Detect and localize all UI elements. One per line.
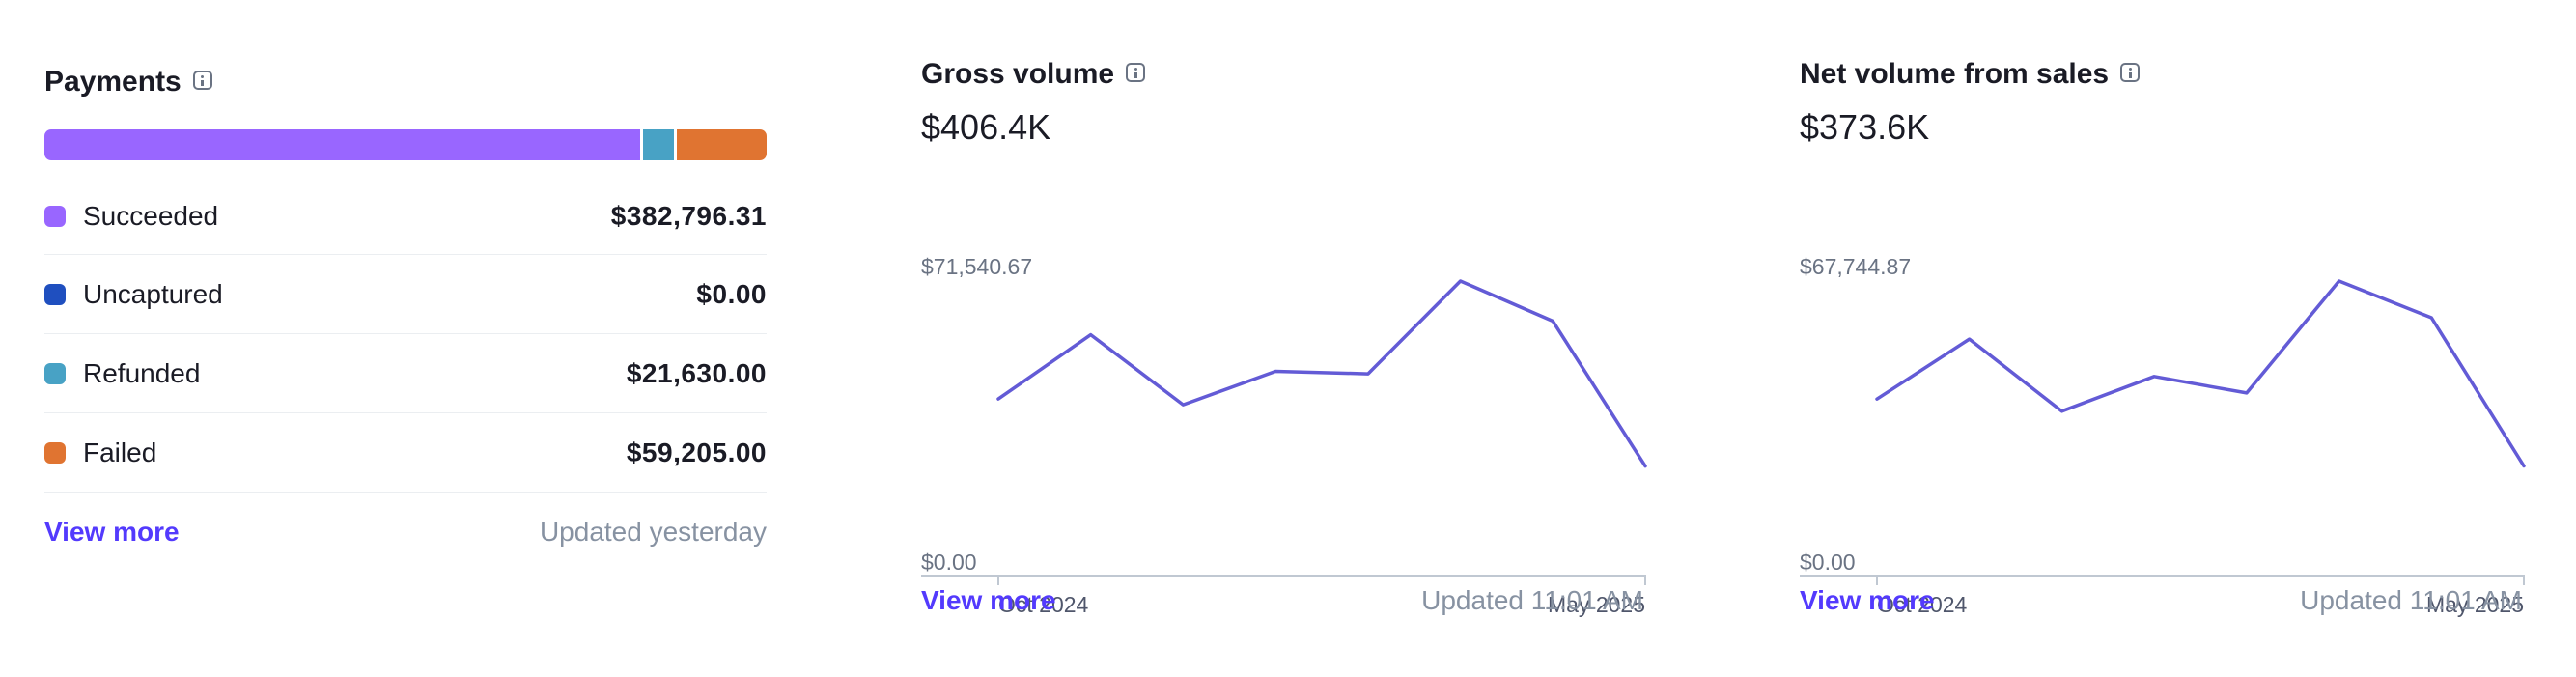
payments-status-bar (44, 129, 767, 160)
status-label: Uncaptured (83, 278, 223, 309)
y-max-label: $71,540.67 (921, 254, 1032, 279)
status-label: Refunded (83, 357, 201, 388)
net-volume-footer: View more Updated 11:01 AM (1800, 585, 2522, 616)
data-point-2[interactable] (2056, 406, 2067, 417)
data-point-4[interactable] (1362, 368, 1374, 380)
status-swatch (44, 441, 66, 464)
status-amount: $21,630.00 (626, 357, 767, 388)
status-amount: $382,796.31 (610, 200, 767, 231)
status-row-uncaptured[interactable]: Uncaptured $0.00 (44, 255, 767, 334)
data-point-5[interactable] (1455, 275, 1467, 287)
info-icon[interactable] (192, 71, 212, 90)
status-label: Succeeded (83, 200, 219, 231)
x-tick-label-end: May 2025 (2426, 592, 2524, 617)
status-row-failed[interactable]: Failed $59,205.00 (44, 413, 767, 493)
payments-status-list: Succeeded $382,796.31 Uncaptured $0.00 Refun… (44, 178, 767, 493)
y-max-label: $67,744.87 (1800, 254, 1911, 279)
gross-volume-title-row: Gross volume (921, 52, 1647, 97)
data-point-7[interactable] (2518, 461, 2530, 472)
status-row-succeeded[interactable]: Succeeded $382,796.31 (44, 178, 767, 255)
x-tick-label-start: Oct 2024 (1877, 592, 1968, 617)
y-min-label: $0.00 (1800, 550, 1856, 575)
series-line (996, 279, 1647, 468)
x-tick-label-start: Oct 2024 (998, 592, 1089, 617)
status-swatch (44, 205, 66, 227)
status-swatch (44, 362, 66, 384)
data-point-0[interactable] (993, 393, 1004, 405)
series-line (1875, 279, 2526, 468)
net-volume-total: $373.6K (1800, 107, 1930, 147)
info-icon[interactable] (1126, 63, 1146, 82)
view-more-link[interactable]: View more (44, 517, 180, 547)
data-point-4[interactable] (2241, 387, 2253, 399)
data-point-3[interactable] (2148, 371, 2160, 382)
status-swatch (44, 283, 66, 305)
gross-volume-total: $406.4K (921, 107, 1051, 147)
net-volume-panel[interactable]: Net volume from sales $373.6K $67,744.87… (1800, 52, 2526, 632)
status-amount: $59,205.00 (626, 437, 767, 467)
status-label: Failed (83, 437, 157, 467)
gross-volume-title: Gross volume (921, 58, 1115, 90)
data-point-3[interactable] (1270, 366, 1281, 378)
bar-segment-succeeded[interactable] (44, 129, 641, 160)
gross-volume-chart[interactable]: $71,540.67 $0.00 Oct 2024 May 2025 (921, 197, 1647, 632)
payments-title: Payments (44, 66, 182, 98)
payments-footer: View more Updated yesterday (44, 517, 767, 548)
status-row-refunded[interactable]: Refunded $21,630.00 (44, 334, 767, 413)
updated-timestamp: Updated 11:01 AM (1421, 585, 1643, 615)
gross-volume-footer: View more Updated 11:01 AM (921, 585, 1643, 616)
gross-volume-panel[interactable]: Gross volume $406.4K $71,540.67 $0.00 Oct … (921, 52, 1647, 632)
data-point-1[interactable] (1964, 333, 1975, 345)
view-more-link[interactable]: View more (1800, 585, 1935, 615)
updated-timestamp: Updated yesterday (539, 517, 767, 547)
info-icon[interactable] (2120, 63, 2141, 82)
data-point-7[interactable] (1639, 461, 1651, 472)
net-volume-title-row: Net volume from sales (1800, 52, 2526, 97)
updated-timestamp: Updated 11:01 AM (2300, 585, 2522, 615)
data-point-5[interactable] (2334, 275, 2345, 287)
data-point-6[interactable] (2425, 312, 2437, 324)
view-more-link[interactable]: View more (921, 585, 1056, 615)
status-amount: $0.00 (696, 278, 767, 309)
data-point-6[interactable] (1547, 316, 1558, 327)
payments-panel: Payments Succeeded $382,796.31 Uncaptured $… (44, 58, 767, 547)
data-point-2[interactable] (1177, 399, 1189, 410)
net-volume-title: Net volume from sales (1800, 58, 2110, 90)
payments-title-row: Payments (44, 58, 767, 106)
x-tick-label-end: May 2025 (1548, 592, 1645, 617)
bar-segment-failed[interactable] (674, 129, 767, 160)
data-point-0[interactable] (1871, 393, 1883, 405)
bar-segment-refunded[interactable] (640, 129, 675, 160)
y-min-label: $0.00 (921, 550, 977, 575)
net-volume-chart[interactable]: $67,744.87 $0.00 Oct 2024 May 2025 (1800, 197, 2526, 632)
data-point-1[interactable] (1085, 329, 1097, 341)
